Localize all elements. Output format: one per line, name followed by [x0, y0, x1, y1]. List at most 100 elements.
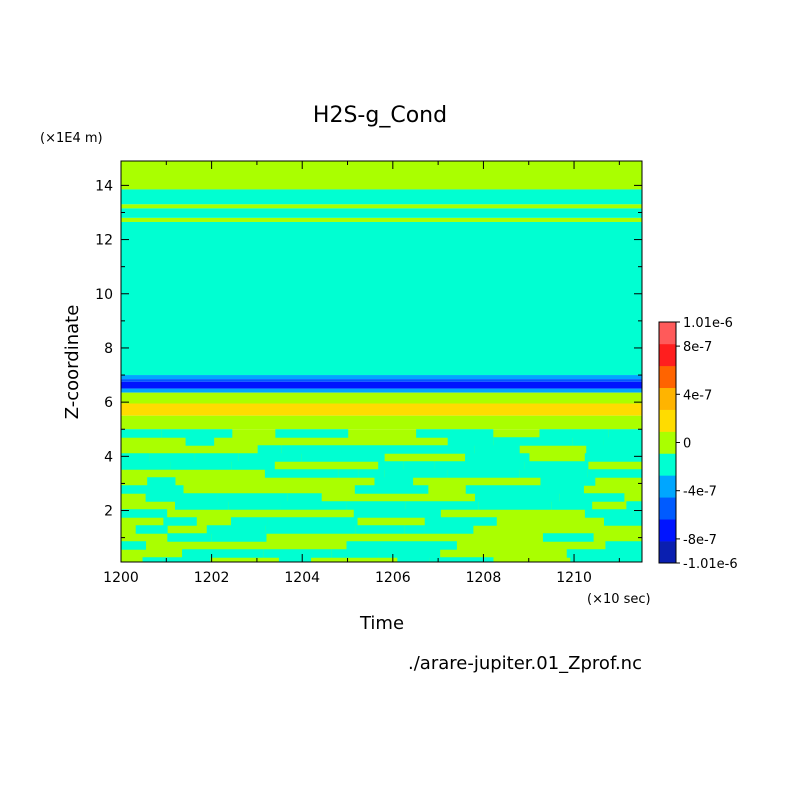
contour-band-5 [121, 221, 642, 376]
colorbar-tick-label: -4e-7 [683, 485, 717, 500]
contour-patch [559, 493, 625, 502]
contour-patch [174, 501, 229, 510]
contour-patch [194, 453, 239, 462]
contour-patch [540, 477, 596, 486]
contour-patch [206, 525, 266, 534]
contour-patch [238, 453, 302, 462]
contour-patch [626, 501, 642, 510]
contour-patch [605, 541, 642, 550]
y-tick-label: 8 [104, 341, 113, 357]
chart-title: H2S-g_Cond [313, 103, 447, 128]
contour-patch [217, 493, 288, 502]
colorbar-tick-label: 0 [683, 437, 691, 452]
colorbar-swatch [659, 365, 676, 389]
contour-patch [121, 541, 147, 550]
contour-patch [281, 445, 342, 454]
contour-patch [338, 469, 359, 478]
x-tick-label: 1200 [103, 570, 139, 586]
contour-patch [265, 525, 356, 534]
contour-patch [264, 469, 339, 478]
contour-patch [608, 429, 642, 438]
contour-patch [331, 549, 379, 558]
plot-area [120, 160, 643, 563]
contour-patch [539, 429, 609, 438]
contour-patch [275, 429, 349, 438]
contour-patch [447, 437, 494, 446]
source-file-label: ./arare-jupiter.01_Zprof.nc [408, 653, 642, 674]
y-unit-label: (×1E4 m) [40, 131, 103, 146]
plot-frame [120, 160, 643, 563]
contour-patch [404, 525, 425, 534]
contour-patch [231, 461, 275, 470]
colorbar-swatch [659, 409, 676, 432]
x-unit-label: (×10 sec) [587, 592, 651, 607]
contour-patch [584, 509, 608, 518]
contour-patch [493, 437, 573, 446]
colorbar-swatch [659, 387, 676, 410]
contour-patch [170, 461, 232, 470]
contour-band-2 [121, 204, 642, 209]
contour-patch [161, 429, 233, 438]
contour-patch [354, 485, 429, 494]
contour-patch [474, 445, 520, 454]
contour-patch [633, 509, 642, 518]
x-tick-label: 1202 [194, 570, 230, 586]
contour-patch [584, 453, 642, 462]
contour-patch [142, 557, 163, 562]
contour-band-12 [121, 415, 642, 430]
colorbar-swatch [659, 475, 676, 498]
contour-patch [341, 445, 391, 454]
colorbar-swatch [659, 431, 676, 454]
contour-patch [447, 469, 520, 478]
contour-patch [403, 461, 435, 470]
y-tick-label: 4 [104, 449, 113, 465]
y-tick-label: 14 [95, 178, 113, 194]
colorbar: 1.01e-6 8e-7 4e-7 0 -4e-7 -8e-7 -1.01e-6 [658, 316, 738, 572]
contour-patch [185, 437, 215, 446]
contour-patch [162, 557, 211, 562]
colorbar-swatch [659, 497, 676, 520]
contour-patch [378, 461, 404, 470]
colorbar-tick-label: 4e-7 [683, 388, 712, 403]
contour-patch [416, 429, 494, 438]
contour-band-11 [121, 403, 642, 416]
contour-band-6 [121, 375, 642, 380]
contour-patch [121, 461, 171, 470]
contour-patch [603, 517, 642, 526]
contour-patch [472, 517, 497, 526]
y-tick-label: 6 [104, 395, 113, 411]
contour-patch [380, 541, 457, 550]
contour-patch [121, 429, 162, 438]
contour-patch [424, 517, 473, 526]
colorbar-swatch [659, 519, 676, 542]
colorbar-swatch [659, 343, 676, 367]
contour-patch [147, 477, 176, 486]
contour-patch [429, 557, 494, 562]
contour-patch [163, 517, 197, 526]
colorbar-swatch [659, 541, 676, 564]
contour-patch [346, 541, 381, 550]
contour-patch [474, 493, 560, 502]
y-tick-label: 2 [104, 504, 113, 520]
contour-patch [465, 485, 548, 494]
contour-band-8 [121, 381, 642, 389]
contour-patch [519, 469, 588, 478]
y-tick-label: 12 [95, 233, 113, 249]
contour-patch [607, 509, 634, 518]
contour-patch [149, 453, 195, 462]
contour-patch [551, 501, 593, 510]
contour-patch [182, 549, 264, 558]
contour-patch [465, 453, 530, 462]
contour-patch [267, 517, 358, 526]
contour-patch [358, 469, 385, 478]
contour-band-4 [121, 217, 642, 222]
y-tick-label: 10 [95, 287, 113, 303]
contour-patch [263, 549, 332, 558]
contour-patch [587, 469, 642, 478]
x-tick-label: 1206 [375, 570, 411, 586]
contour-band-1 [121, 189, 642, 205]
contour-patch [405, 501, 479, 510]
contour-patch [230, 517, 268, 526]
contour-band-0 [121, 161, 642, 190]
